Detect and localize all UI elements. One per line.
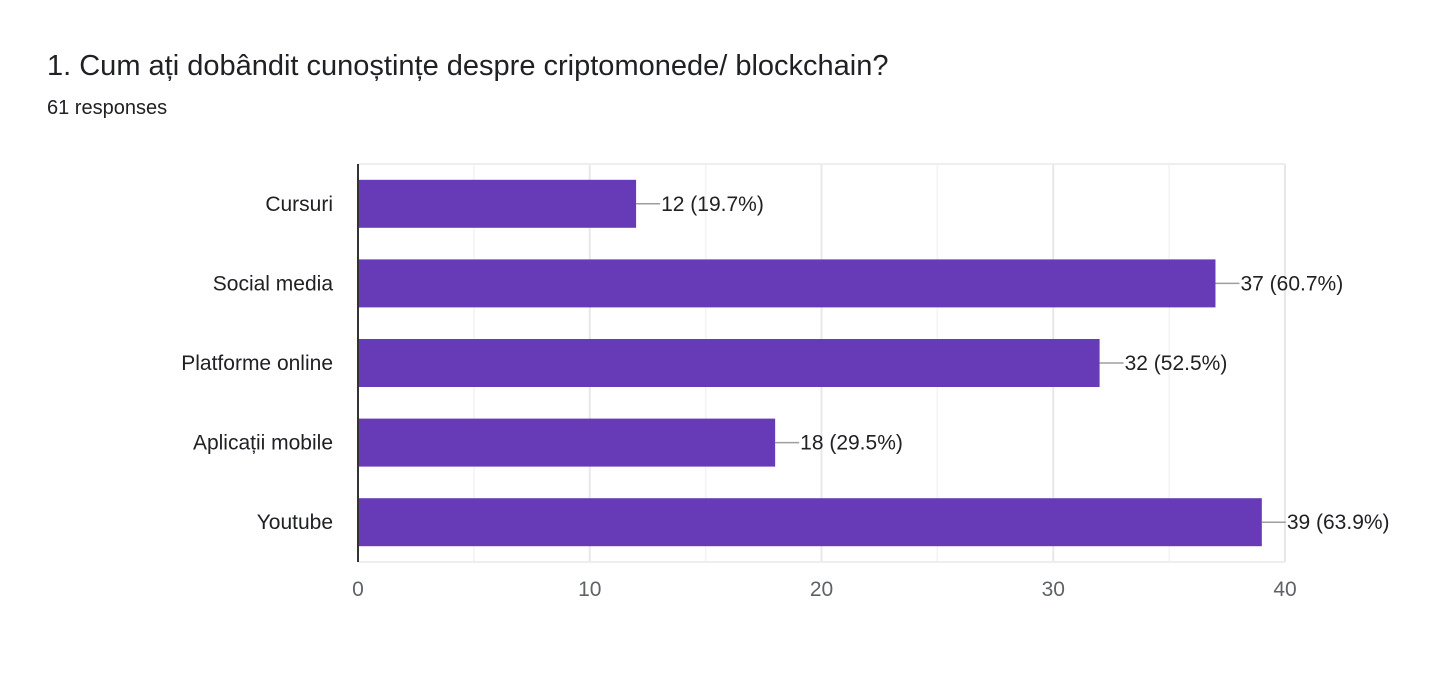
x-tick-label: 30 (1042, 578, 1065, 601)
x-tick-label: 10 (578, 578, 601, 601)
category-label-2: Platforme online (181, 352, 333, 375)
value-label-4: 39 (63.9%) (1287, 511, 1390, 534)
category-label-4: Youtube (257, 511, 333, 534)
bar-1 (358, 259, 1216, 308)
category-label-0: Cursuri (265, 193, 333, 216)
value-label-0: 12 (19.7%) (661, 193, 764, 216)
x-tick-label: 20 (810, 578, 833, 601)
x-tick-label: 0 (352, 578, 364, 601)
category-label-1: Social media (213, 272, 334, 295)
category-label-3: Aplicații mobile (193, 432, 333, 455)
bar-3 (358, 418, 776, 467)
value-label-1: 37 (60.7%) (1240, 272, 1343, 295)
bar-4 (358, 498, 1262, 547)
bar-0 (358, 179, 637, 228)
value-label-3: 18 (29.5%) (800, 432, 903, 455)
bar-2 (358, 339, 1100, 387)
x-tick-label: 40 (1273, 578, 1296, 601)
question-title: 1. Cum ați dobândit cunoștințe despre cr… (47, 50, 889, 82)
response-count: 61 responses (47, 97, 168, 119)
value-label-2: 32 (52.5%) (1125, 352, 1228, 375)
